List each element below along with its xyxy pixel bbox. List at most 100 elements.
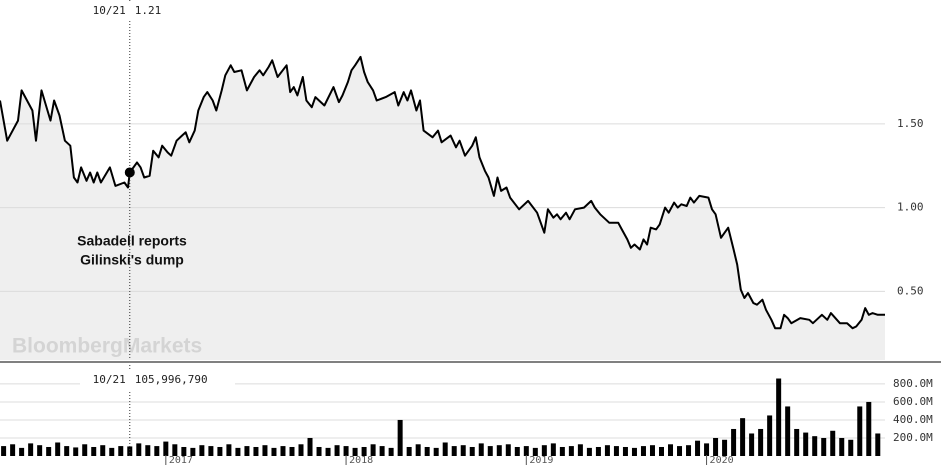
volume-bar bbox=[280, 446, 286, 456]
volume-bar bbox=[226, 444, 232, 456]
volume-bar bbox=[172, 444, 178, 456]
volume-bar bbox=[875, 433, 881, 456]
volume-bar bbox=[37, 445, 43, 456]
volume-bar bbox=[433, 447, 439, 456]
volume-bar bbox=[469, 446, 475, 456]
volume-bar bbox=[10, 444, 16, 456]
crosshair-value: 105,996,790 bbox=[135, 373, 208, 386]
volume-bar bbox=[244, 446, 250, 456]
volume-bar bbox=[370, 444, 376, 456]
volume-bar bbox=[758, 428, 764, 456]
volume-bar bbox=[424, 446, 430, 456]
volume-bar bbox=[668, 444, 674, 456]
price-panel: 0.50 1.00 1.50 BloombergMarkets Sabadell rep… bbox=[0, 0, 924, 361]
volume-bar bbox=[316, 446, 322, 456]
volume-bar bbox=[199, 445, 205, 456]
area-fill bbox=[0, 56, 885, 361]
volume-bar bbox=[631, 447, 637, 456]
volume-bar bbox=[361, 446, 367, 456]
volume-bar bbox=[289, 446, 295, 456]
volume-bar bbox=[496, 445, 502, 456]
volume-bar bbox=[776, 378, 782, 456]
volume-bar bbox=[73, 447, 79, 456]
volume-bar bbox=[208, 446, 214, 456]
volume-bar bbox=[163, 441, 169, 456]
volume-bar bbox=[785, 406, 791, 456]
volume-bar bbox=[749, 433, 755, 456]
volume-bar bbox=[839, 437, 845, 456]
volume-bar bbox=[28, 443, 34, 456]
volume-bar bbox=[46, 446, 52, 456]
x-tick-label: 2020 bbox=[710, 455, 734, 465]
y-tick-label: 800.0M bbox=[893, 377, 933, 390]
volume-bar bbox=[91, 446, 97, 456]
volume-bar bbox=[550, 443, 556, 456]
volume-bar bbox=[127, 446, 133, 456]
crosshair-label-bg bbox=[80, 1, 178, 21]
volume-bar bbox=[487, 446, 493, 456]
volume-bar bbox=[55, 442, 61, 456]
volume-bar bbox=[253, 446, 259, 456]
crosshair-dot bbox=[124, 167, 135, 178]
volume-bar bbox=[830, 430, 836, 456]
volume-bar bbox=[812, 436, 818, 456]
volume-bar bbox=[713, 437, 719, 456]
volume-bar bbox=[1, 446, 7, 456]
volume-bar bbox=[352, 447, 358, 456]
volume-bar bbox=[406, 446, 412, 456]
volume-bar bbox=[19, 447, 25, 456]
volume-bar bbox=[136, 443, 142, 456]
volume-bar bbox=[595, 446, 601, 456]
volume-bar bbox=[568, 446, 574, 456]
volume-bar bbox=[740, 418, 746, 456]
volume-bar bbox=[442, 442, 448, 456]
volume-bar bbox=[154, 446, 160, 456]
volume-bar bbox=[118, 446, 124, 456]
volume-bar bbox=[577, 444, 583, 456]
volume-bar bbox=[145, 445, 151, 456]
volume-bar bbox=[217, 446, 223, 456]
volume-bar bbox=[541, 445, 547, 456]
volume-bar bbox=[397, 419, 403, 456]
volume-bar bbox=[82, 444, 88, 456]
volume-bar bbox=[821, 437, 827, 456]
y-tick-label: 600.0M bbox=[893, 395, 933, 408]
volume-bar bbox=[523, 446, 529, 456]
volume-bar bbox=[613, 446, 619, 456]
volume-bar bbox=[677, 446, 683, 456]
volume-bar bbox=[100, 445, 106, 456]
volume-bar bbox=[271, 447, 277, 456]
volume-bar bbox=[794, 428, 800, 456]
volume-bar bbox=[731, 428, 737, 456]
volume-panel: 200.0M 400.0M 600.0M 800.0M 2017 2018 2019 2020… bbox=[0, 365, 933, 465]
volume-bar bbox=[767, 415, 773, 456]
y-tick-label: 1.00 bbox=[897, 201, 924, 214]
x-tick-label: 2017 bbox=[169, 455, 193, 465]
volume-bar bbox=[343, 446, 349, 456]
volume-bar bbox=[415, 444, 421, 456]
volume-bar bbox=[532, 447, 538, 456]
volume-bar bbox=[64, 446, 70, 456]
volume-bar bbox=[640, 446, 646, 456]
volume-bar bbox=[857, 406, 863, 456]
volume-bar bbox=[604, 445, 610, 456]
volume-bar bbox=[658, 446, 664, 456]
volume-bar bbox=[334, 445, 340, 456]
crosshair-date: 10/21 bbox=[93, 373, 126, 386]
volume-bar bbox=[460, 445, 466, 456]
crosshair-date: 10/21 bbox=[93, 4, 126, 17]
volume-bar bbox=[478, 443, 484, 456]
volume-bar bbox=[649, 445, 655, 456]
volume-bar bbox=[181, 446, 187, 456]
volume-bar bbox=[586, 447, 592, 456]
volume-bar bbox=[848, 439, 854, 456]
volume-bar bbox=[262, 445, 268, 456]
volume-bar bbox=[704, 443, 710, 456]
x-tick-label: 2018 bbox=[349, 455, 373, 465]
volume-bar bbox=[866, 401, 872, 456]
volume-bar bbox=[695, 440, 701, 456]
volume-bar bbox=[505, 444, 511, 456]
volume-bar bbox=[109, 447, 115, 456]
